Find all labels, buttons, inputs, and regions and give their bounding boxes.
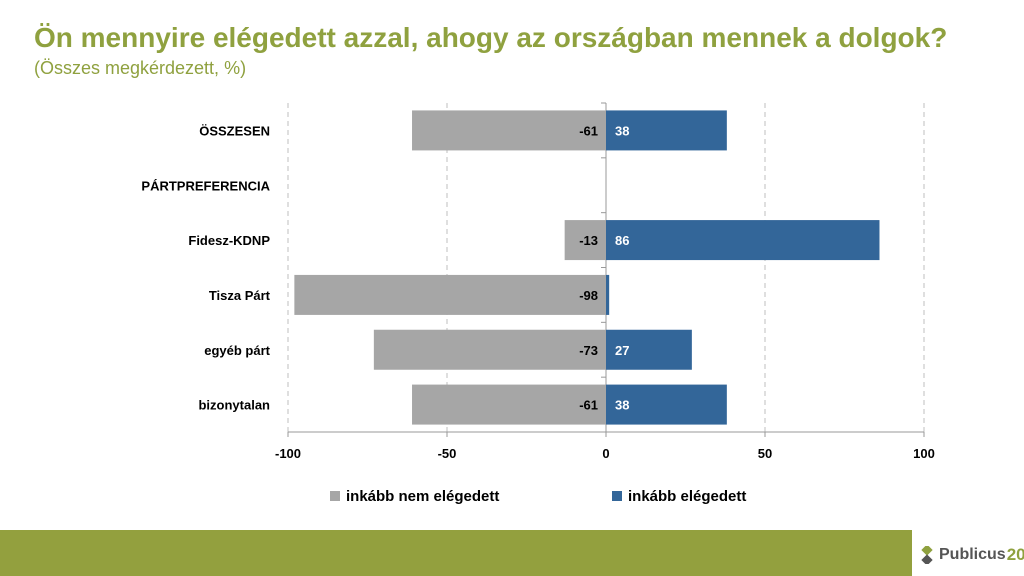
diverging-bar-chart: -100 -50 0 50 100 ÖSSZESEN -61 38 PÁRTPREFERENCI… [141,102,935,505]
data-label-positive: 38 [615,123,629,138]
legend-swatch-positive [612,491,622,501]
x-tick-label: 50 [758,446,772,461]
bar-positive [606,329,692,370]
data-label-negative: -61 [579,398,598,413]
category-label: ÖSSZESEN [199,123,270,138]
logo-number: 20 [1006,545,1024,564]
category-label: Fidesz-KDNP [188,233,270,248]
bar-negative [294,274,606,315]
data-label-negative: -61 [579,123,598,138]
data-label-negative: -98 [579,288,598,303]
category-label: Tisza Párt [209,288,271,303]
data-label-negative: -73 [579,343,598,358]
legend-swatch-negative [330,491,340,501]
data-label-positive: 86 [615,233,629,248]
chart-subtitle: (Összes megkérdezett, %) [34,58,247,78]
category-label: egyéb párt [204,343,270,358]
bar-negative [412,384,606,425]
bar-positive [606,110,727,151]
x-tick-label: -50 [438,446,457,461]
x-tick-label: 100 [913,446,935,461]
data-label-positive: 27 [615,343,629,358]
category-label: PÁRTPREFERENCIA [141,178,270,193]
data-label-negative: -13 [579,233,598,248]
footer-bar [0,530,912,576]
logo-icon [921,546,933,564]
bar-negative [564,220,606,261]
category-label: bizonytalan [198,398,270,413]
bar-negative [412,110,606,151]
legend-label-negative: inkább nem elégedett [346,488,499,505]
chart-title: Ön mennyire elégedett azzal, ahogy az or… [34,22,948,53]
publicus-logo: Publicus 20 [918,540,1024,570]
legend-label-positive: inkább elégedett [628,488,746,505]
bar-positive [606,220,880,261]
x-tick-label: 0 [602,446,609,461]
x-tick-label: -100 [275,446,301,461]
data-label-positive: 38 [615,398,629,413]
bar-negative [373,329,606,370]
bar-positive [606,274,610,315]
bar-positive [606,384,727,425]
logo-text: Publicus [939,546,1006,563]
